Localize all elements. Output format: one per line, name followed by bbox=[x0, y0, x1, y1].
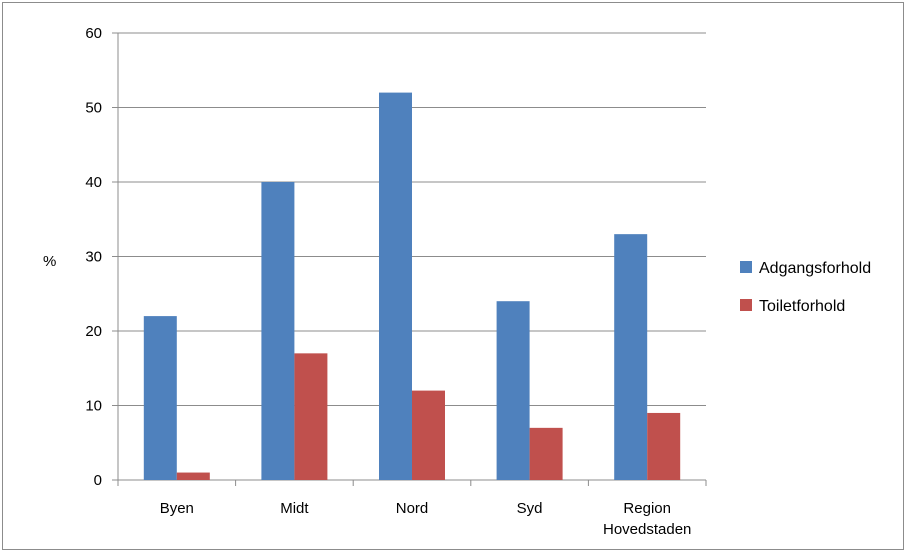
bars bbox=[143, 92, 681, 480]
x-category-label: Syd bbox=[517, 500, 543, 517]
x-category-label-line: Byen bbox=[160, 500, 194, 517]
x-category-label-line: Syd bbox=[517, 500, 543, 517]
x-category-label: Midt bbox=[280, 500, 309, 517]
y-tick-label: 30 bbox=[85, 249, 102, 266]
bar-toiletforhold-byen bbox=[176, 472, 210, 480]
bar-adgangsforhold-region-hovedstaden bbox=[614, 234, 648, 480]
y-tick-label: 10 bbox=[85, 398, 102, 415]
legend-swatch bbox=[740, 261, 752, 273]
bar-adgangsforhold-byen bbox=[143, 316, 177, 480]
bar-toiletforhold-nord bbox=[412, 390, 445, 480]
y-axis-title: % bbox=[43, 253, 56, 270]
bar-toiletforhold-region-hovedstaden bbox=[647, 412, 681, 480]
legend-swatch bbox=[740, 299, 752, 311]
x-category-label-line: Midt bbox=[280, 500, 309, 517]
legend-label: Adgangsforhold bbox=[759, 260, 871, 277]
y-tick-label: 50 bbox=[85, 100, 102, 117]
bar-toiletforhold-midt bbox=[294, 353, 328, 480]
x-category-label: Region Hovedstaden bbox=[603, 500, 691, 538]
bar-adgangsforhold-syd bbox=[496, 301, 530, 480]
bar-chart: 0 10 20 30 40 50 60 Byen Midt Nord Syd Region Hoved… bbox=[43, 25, 871, 538]
legend: Adgangsforhold Toiletforhold bbox=[740, 260, 871, 315]
x-category-label-line: Hovedstaden bbox=[603, 521, 691, 538]
x-category-label-line: Region bbox=[623, 500, 671, 517]
bar-adgangsforhold-midt bbox=[261, 182, 295, 480]
bar-toiletforhold-syd bbox=[529, 427, 563, 480]
x-category-label-line: Nord bbox=[396, 500, 429, 517]
y-tick-label: 40 bbox=[85, 174, 102, 191]
y-tick-label: 20 bbox=[85, 323, 102, 340]
category-labels: Byen Midt Nord Syd Region Hovedstaden bbox=[160, 500, 692, 538]
bar-adgangsforhold-nord bbox=[379, 92, 412, 480]
legend-label: Toiletforhold bbox=[759, 298, 845, 315]
x-category-label: Byen bbox=[160, 500, 194, 517]
y-tick-label: 0 bbox=[94, 472, 102, 489]
tick-labels: 0 10 20 30 40 50 60 bbox=[85, 25, 102, 489]
y-tick-label: 60 bbox=[85, 25, 102, 42]
x-category-label: Nord bbox=[396, 500, 429, 517]
